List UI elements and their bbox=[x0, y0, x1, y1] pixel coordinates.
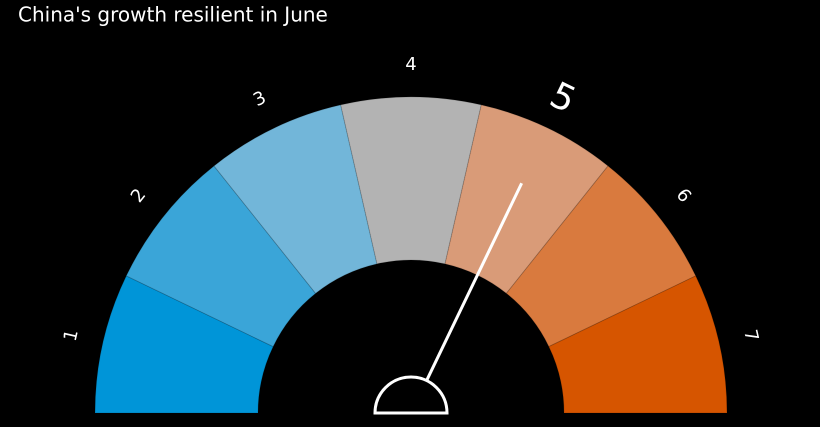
gauge-segment bbox=[125, 165, 317, 348]
gauge-segment bbox=[340, 96, 482, 265]
gauge-label: 7 bbox=[739, 328, 762, 344]
gauge-label: 4 bbox=[405, 54, 416, 75]
gauge-segment bbox=[94, 275, 274, 414]
gauge-segment bbox=[213, 104, 378, 295]
gauge-segment bbox=[444, 104, 609, 295]
gauge-segment bbox=[505, 165, 697, 348]
gauge-label: 6 bbox=[672, 185, 696, 207]
needle-hub bbox=[373, 375, 449, 415]
needle bbox=[425, 182, 523, 382]
gauge-label: 1 bbox=[60, 328, 83, 344]
gauge-segment bbox=[548, 275, 728, 414]
gauge-label: 5 bbox=[543, 75, 581, 122]
gauge-label: 2 bbox=[127, 185, 151, 207]
gauge-label: 3 bbox=[250, 87, 269, 111]
chart-title: China's growth resilient in June bbox=[18, 3, 328, 27]
